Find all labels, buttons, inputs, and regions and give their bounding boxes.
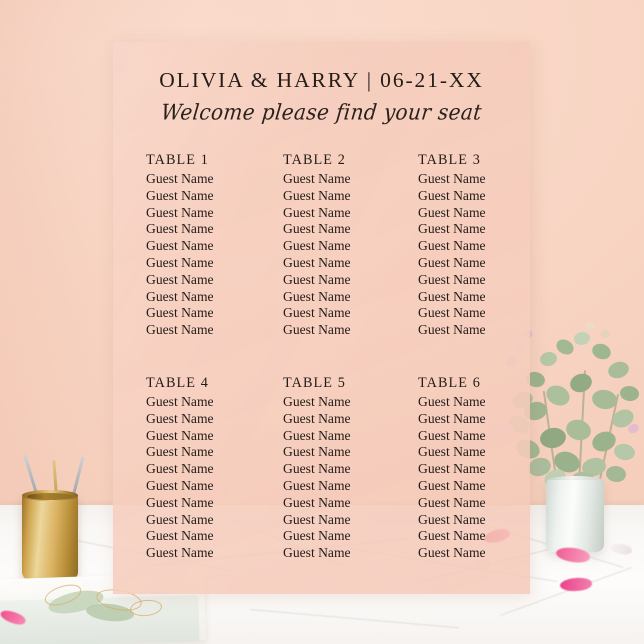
guest-list: Guest Name Guest Name Guest Name Guest Name… — [143, 394, 263, 562]
guest-name: Guest Name — [418, 494, 486, 510]
table-heading: TABLE 4 — [146, 375, 209, 391]
guest-name: Guest Name — [418, 394, 486, 409]
guest-name: Guest Name — [146, 187, 214, 203]
guest-name: Guest Name — [146, 427, 214, 443]
guest-name: Guest Name — [283, 171, 351, 186]
guest-name: Guest Name — [146, 394, 214, 409]
guest-name: Guest Name — [418, 271, 486, 287]
table-column-2: TABLE 2 Guest Name Guest Name Guest Name Gu… — [278, 152, 398, 339]
vase-body — [546, 480, 604, 552]
guest-list: Guest Name Guest Name Guest Name Guest Name… — [278, 394, 398, 562]
table-column-1: TABLE 1 Guest Name Guest Name Guest Name Gu… — [143, 152, 263, 339]
couple-names-and-date: OLIVIA & HARRY | 06-21-XX — [159, 68, 484, 92]
table-column-6: TABLE 6 Guest Name Guest Name Guest Name Gu… — [412, 375, 532, 562]
guest-name: Guest Name — [283, 221, 351, 237]
table-column-5: TABLE 5 Guest Name Guest Name Guest Name Gu… — [278, 375, 398, 562]
poster-content: OLIVIA & HARRY | 06-21-XX Welcome please… — [113, 42, 530, 594]
guest-name: Guest Name — [146, 288, 214, 304]
guest-name: Guest Name — [418, 171, 486, 186]
guest-name: Guest Name — [283, 187, 351, 203]
guest-name: Guest Name — [146, 305, 214, 321]
guest-name: Guest Name — [283, 204, 351, 220]
guest-name: Guest Name — [418, 444, 486, 460]
guest-name: Guest Name — [283, 511, 351, 527]
guest-name: Guest Name — [418, 410, 486, 426]
acrylic-seating-poster: OLIVIA & HARRY | 06-21-XX Welcome please… — [113, 42, 530, 594]
guest-name: Guest Name — [418, 238, 486, 254]
guest-name: Guest Name — [283, 477, 351, 493]
guest-name: Guest Name — [146, 494, 214, 510]
pen-cup-mouth — [27, 493, 73, 500]
guest-name: Guest Name — [418, 305, 486, 321]
guest-name: Guest Name — [418, 288, 486, 304]
guest-name: Guest Name — [418, 545, 486, 561]
guest-name: Guest Name — [283, 444, 351, 460]
guest-name: Guest Name — [418, 254, 486, 270]
guest-name: Guest Name — [418, 427, 486, 443]
guest-name: Guest Name — [146, 477, 214, 493]
guest-list: Guest Name Guest Name Guest Name Guest Name… — [143, 171, 263, 339]
guest-name: Guest Name — [418, 221, 486, 237]
guest-name: Guest Name — [418, 187, 486, 203]
guest-name: Guest Name — [283, 545, 351, 561]
guest-name: Guest Name — [283, 394, 351, 409]
guest-name: Guest Name — [146, 528, 214, 544]
guest-name: Guest Name — [283, 288, 351, 304]
guest-name: Guest Name — [283, 427, 351, 443]
guest-name: Guest Name — [283, 254, 351, 270]
guest-name: Guest Name — [146, 444, 214, 460]
guest-name: Guest Name — [283, 461, 351, 477]
guest-name: Guest Name — [146, 545, 214, 561]
guest-name: Guest Name — [283, 305, 351, 321]
table-heading: TABLE 2 — [283, 152, 346, 168]
guest-name: Guest Name — [146, 254, 214, 270]
guest-name: Guest Name — [146, 410, 214, 426]
guest-list: Guest Name Guest Name Guest Name Guest Name… — [412, 171, 532, 339]
guest-name: Guest Name — [146, 511, 214, 527]
guest-name: Guest Name — [418, 204, 486, 220]
guest-name: Guest Name — [418, 477, 486, 493]
guest-name: Guest Name — [283, 238, 351, 254]
guest-name: Guest Name — [146, 271, 214, 287]
guest-name: Guest Name — [283, 494, 351, 510]
guest-name: Guest Name — [283, 322, 351, 338]
guest-name: Guest Name — [418, 322, 486, 338]
guest-name: Guest Name — [283, 410, 351, 426]
table-heading: TABLE 6 — [418, 375, 481, 391]
guest-list: Guest Name Guest Name Guest Name Guest Name… — [412, 394, 532, 562]
welcome-message: Welcome please find your seat — [159, 99, 484, 125]
table-heading: TABLE 1 — [146, 152, 209, 168]
table-heading: TABLE 3 — [418, 152, 481, 168]
table-column-4: TABLE 4 Guest Name Guest Name Guest Name Gu… — [143, 375, 263, 562]
table-heading: TABLE 5 — [283, 375, 346, 391]
guest-name: Guest Name — [283, 528, 351, 544]
guest-name: Guest Name — [146, 322, 214, 338]
guest-name: Guest Name — [418, 528, 486, 544]
table-column-3: TABLE 3 Guest Name Guest Name Guest Name Gu… — [412, 152, 532, 339]
guest-name: Guest Name — [146, 171, 214, 186]
pen-cup-body — [22, 494, 78, 580]
guest-name: Guest Name — [418, 461, 486, 477]
guest-name: Guest Name — [146, 221, 214, 237]
guest-list: Guest Name Guest Name Guest Name Guest Name… — [278, 171, 398, 339]
guest-name: Guest Name — [146, 238, 214, 254]
guest-name: Guest Name — [283, 271, 351, 287]
guest-name: Guest Name — [418, 511, 486, 527]
guest-name: Guest Name — [146, 461, 214, 477]
guest-name: Guest Name — [146, 204, 214, 220]
